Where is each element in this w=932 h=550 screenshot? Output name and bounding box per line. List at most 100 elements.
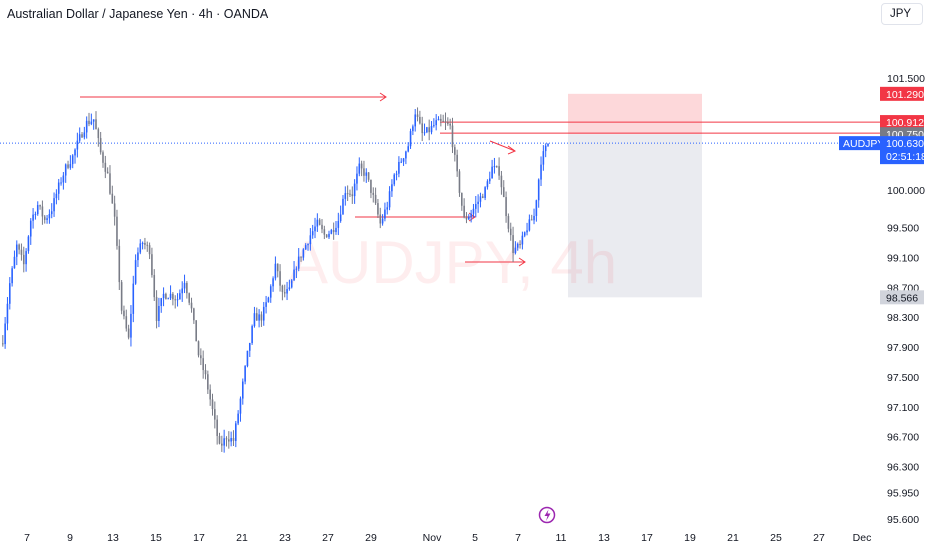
candle-body xyxy=(118,245,121,283)
candle-body xyxy=(300,256,302,258)
candle-body xyxy=(90,121,93,125)
candle-body xyxy=(409,131,412,147)
candle-body xyxy=(288,287,291,290)
candle-body xyxy=(74,149,76,156)
candle-body xyxy=(323,229,326,235)
candle-body xyxy=(60,182,62,184)
lightning-icon xyxy=(544,509,551,521)
currency-button[interactable]: JPY xyxy=(881,3,923,25)
candle-body xyxy=(346,193,349,195)
candle-body xyxy=(442,120,444,122)
candle-body xyxy=(502,187,505,198)
candle-body xyxy=(246,350,249,367)
candle-body xyxy=(400,161,403,163)
candle-body xyxy=(332,230,335,233)
candle-body xyxy=(421,123,423,134)
candle-body xyxy=(193,308,195,321)
candle-body xyxy=(46,218,48,220)
candle-body xyxy=(295,268,298,270)
candle-body xyxy=(454,147,456,155)
arrow-head xyxy=(379,92,387,102)
current-price-label: 100.630 xyxy=(886,138,924,150)
candle-body xyxy=(488,178,491,182)
candle-body xyxy=(304,245,307,250)
candle-body xyxy=(398,161,400,174)
candle-body xyxy=(405,151,407,159)
candle-body xyxy=(456,154,458,172)
candle-body xyxy=(286,289,288,294)
candle-body xyxy=(447,122,449,124)
candle-body xyxy=(153,275,156,298)
candle-body xyxy=(176,299,179,301)
candle-body xyxy=(69,164,72,168)
candle-body xyxy=(512,235,514,254)
candle-body xyxy=(265,302,267,307)
candle-body xyxy=(500,175,503,188)
candle-body xyxy=(370,179,372,193)
candle-body xyxy=(290,280,293,288)
candle-body xyxy=(495,166,498,168)
candle-body xyxy=(162,293,165,299)
candle-body xyxy=(325,234,328,238)
candle-body xyxy=(351,194,354,197)
candle-body xyxy=(461,192,463,206)
candle-body xyxy=(391,184,393,192)
symbol-tag-box xyxy=(839,136,880,151)
candle-body xyxy=(458,171,461,193)
candle-body xyxy=(251,326,253,344)
candle-body xyxy=(414,114,417,127)
x-tick-label: 27 xyxy=(813,532,825,544)
candle-body xyxy=(216,419,218,437)
candle-body xyxy=(274,263,277,279)
candle-body xyxy=(484,187,486,198)
candle-body xyxy=(8,283,11,304)
x-tick-label: 27 xyxy=(322,532,334,544)
candle-body xyxy=(516,243,519,248)
candle-body xyxy=(535,200,538,216)
candle-body xyxy=(207,374,209,390)
candle-body xyxy=(493,166,496,168)
candle-body xyxy=(13,256,16,269)
x-tick-label: Nov xyxy=(423,532,442,544)
candle-body xyxy=(34,214,37,216)
y-tick-label: 99.100 xyxy=(887,252,919,264)
candle-body xyxy=(214,409,216,420)
candle-body xyxy=(279,271,281,286)
event-icon xyxy=(538,506,556,524)
x-tick-label: 21 xyxy=(727,532,739,544)
candle-body xyxy=(39,205,41,207)
candle-body xyxy=(134,260,137,284)
candle-body xyxy=(281,285,284,293)
candle-body xyxy=(186,282,188,294)
candle-body xyxy=(160,298,163,306)
candle-body xyxy=(440,118,442,121)
countdown-label: 02:51:18 xyxy=(886,151,927,163)
candle-body xyxy=(62,175,65,183)
candle-body xyxy=(102,152,104,163)
candle-body xyxy=(139,243,142,253)
candle-body xyxy=(169,293,172,299)
candle-body xyxy=(309,235,312,245)
candle-body xyxy=(479,196,482,202)
candle-body xyxy=(537,179,540,201)
candle-body xyxy=(95,119,97,130)
candle-body xyxy=(228,439,230,442)
candle-body xyxy=(542,151,545,165)
candle-body xyxy=(151,254,153,276)
y-tick-label: 98.300 xyxy=(887,312,919,324)
candle-body xyxy=(253,313,256,327)
candle-body xyxy=(165,293,167,299)
candle-body xyxy=(363,168,365,176)
candle-body xyxy=(97,129,100,139)
candle-body xyxy=(451,125,454,148)
candle-body xyxy=(433,125,435,127)
candle-body xyxy=(474,204,477,209)
candle-body xyxy=(18,244,20,250)
candle-body xyxy=(335,227,337,233)
candle-body xyxy=(307,244,309,246)
y-tick-label: 95.600 xyxy=(887,514,919,526)
candle-body xyxy=(41,206,44,217)
y-tick-label: 97.900 xyxy=(887,342,919,354)
x-tick-label: 13 xyxy=(107,532,119,544)
